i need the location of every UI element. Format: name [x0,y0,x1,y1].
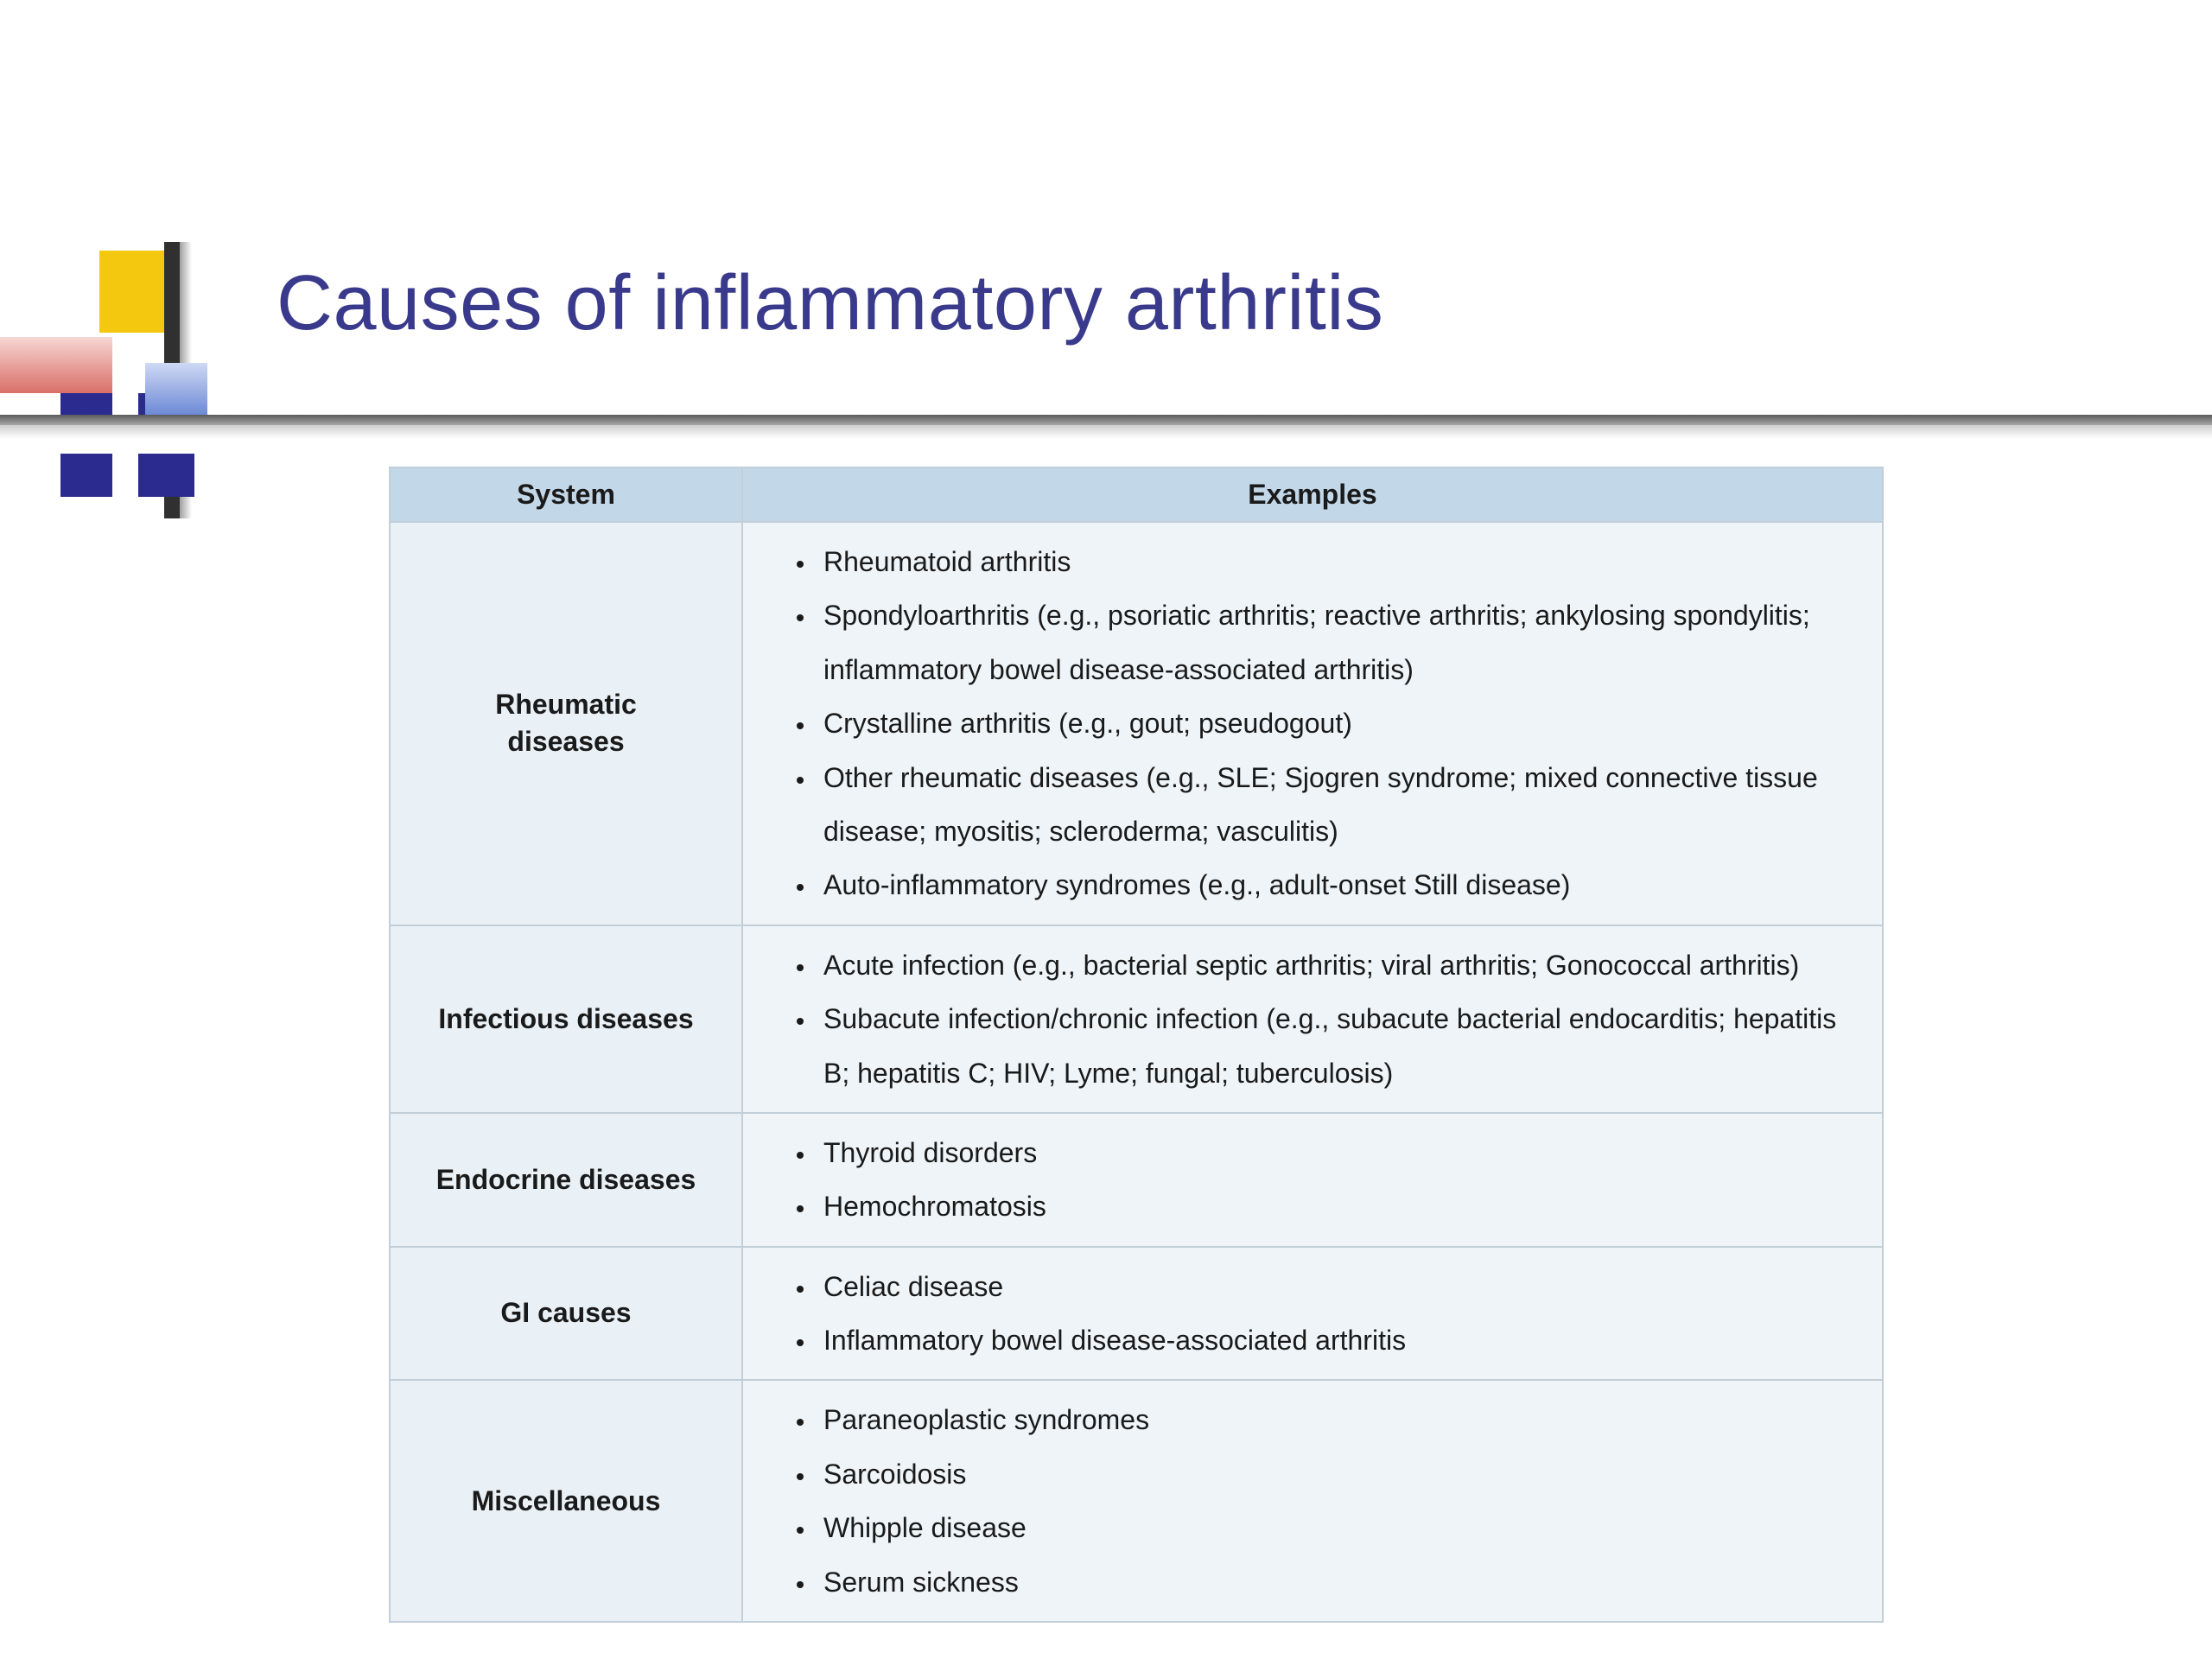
system-cell: Infectious diseases [390,925,742,1113]
example-item: Acute infection (e.g., bacterial septic … [817,938,1856,992]
table-row: GI causesCeliac diseaseInflammatory bowe… [390,1247,1883,1381]
table-header-row: System Examples [390,467,1883,522]
example-item: Subacute infection/chronic infection (e.… [817,992,1856,1100]
example-item: Other rheumatic diseases (e.g., SLE; Sjo… [817,751,1856,859]
example-item: Spondyloarthritis (e.g., psoriatic arthr… [817,588,1856,696]
examples-cell: Celiac diseaseInflammatory bowel disease… [742,1247,1883,1381]
examples-cell: Paraneoplastic syndromesSarcoidosisWhipp… [742,1380,1883,1622]
system-cell: Endocrine diseases [390,1113,742,1247]
examples-cell: Acute infection (e.g., bacterial septic … [742,925,1883,1113]
table-row: MiscellaneousParaneoplastic syndromesSar… [390,1380,1883,1622]
causes-table: System Examples RheumaticdiseasesRheumat… [389,467,1884,1623]
table-row: Endocrine diseasesThyroid disordersHemoc… [390,1113,1883,1247]
example-item: Hemochromatosis [817,1179,1856,1233]
col-header-examples: Examples [742,467,1883,522]
example-item: Paraneoplastic syndromes [817,1393,1856,1446]
system-cell: GI causes [390,1247,742,1381]
examples-cell: Thyroid disordersHemochromatosis [742,1113,1883,1247]
system-cell: Miscellaneous [390,1380,742,1622]
system-cell: Rheumaticdiseases [390,522,742,925]
example-item: Auto-inflammatory syndromes (e.g., adult… [817,858,1856,912]
slide-title: Causes of inflammatory arthritis [276,259,1383,348]
example-item: Thyroid disorders [817,1126,1856,1179]
title-underline [0,415,2212,441]
example-item: Inflammatory bowel disease-associated ar… [817,1313,1856,1367]
example-item: Crystalline arthritis (e.g., gout; pseud… [817,696,1856,750]
col-header-system: System [390,467,742,522]
slide-logo-icon [0,242,207,518]
table-row: Infectious diseases Acute infection (e.g.… [390,925,1883,1113]
example-item: Serum sickness [817,1555,1856,1609]
example-item: Celiac disease [817,1260,1856,1313]
examples-cell: Rheumatoid arthritisSpondyloarthritis (e… [742,522,1883,925]
table-row: RheumaticdiseasesRheumatoid arthritisSpo… [390,522,1883,925]
example-item: Sarcoidosis [817,1447,1856,1501]
example-item: Rheumatoid arthritis [817,535,1856,588]
example-item: Whipple disease [817,1501,1856,1554]
